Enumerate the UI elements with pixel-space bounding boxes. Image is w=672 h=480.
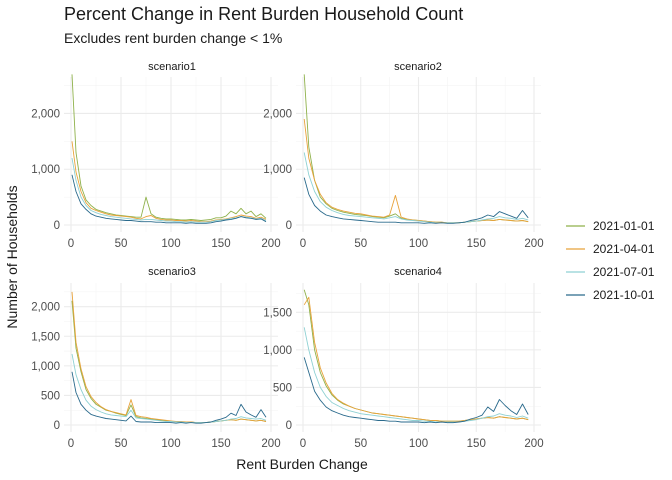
x-axis-title: Rent Burden Change — [236, 456, 368, 472]
series-line-2021-10-01 — [71, 371, 267, 424]
panel-scenario1: scenario1 0 50 100 150 200 0 1,000 2,000 — [31, 61, 280, 250]
series-line-2021-04-01 — [71, 291, 267, 424]
x-tick-label: 150 — [211, 238, 230, 250]
y-tick-label: 1,000 — [263, 345, 292, 357]
legend-item: 2021-01-01 — [566, 219, 655, 233]
legend-label: 2021-10-01 — [593, 288, 655, 302]
x-tick-label: 200 — [524, 238, 543, 250]
series-line-2021-01-01 — [303, 289, 529, 422]
x-tick-label: 150 — [467, 238, 486, 250]
series-line-2021-10-01 — [303, 177, 529, 224]
strip-label: scenario3 — [148, 266, 196, 278]
legend-label: 2021-07-01 — [593, 265, 655, 279]
y-tick-label: 1,000 — [263, 164, 292, 176]
series-line-2021-04-01 — [71, 141, 267, 223]
chart-subtitle: Excludes rent burden change < 1% — [64, 30, 282, 46]
x-tick-label: 150 — [467, 438, 486, 450]
x-tick-label: 100 — [409, 438, 428, 450]
panel-scenario4: scenario4 0 50 100 150 200 0 500 1,000 1,500 — [263, 266, 543, 450]
legend-label: 2021-01-01 — [593, 219, 655, 233]
series-line-2021-01-01 — [303, 74, 529, 224]
series-line-2021-10-01 — [303, 357, 529, 424]
x-tick-label: 0 — [68, 238, 74, 250]
x-tick-label: 50 — [354, 438, 367, 450]
x-tick-label: 200 — [524, 438, 543, 450]
panel-scenario2: scenario2 0 50 100 150 200 0 1,000 2,000 — [263, 61, 543, 250]
y-axis-title: Number of Households — [4, 185, 20, 328]
strip-label: scenario1 — [148, 61, 196, 73]
y-tick-label: 0 — [286, 420, 292, 432]
x-tick-label: 200 — [261, 438, 280, 450]
y-tick-label: 2,000 — [31, 302, 60, 314]
x-tick-label: 0 — [300, 438, 306, 450]
legend-label: 2021-04-01 — [593, 242, 655, 256]
y-tick-label: 2,000 — [31, 108, 60, 120]
legend: 2021-01-01 2021-04-01 2021-07-01 2021-10-01 — [566, 219, 655, 302]
series-line-2021-10-01 — [71, 174, 267, 224]
y-tick-label: 0 — [54, 220, 60, 232]
legend-item: 2021-10-01 — [566, 288, 655, 302]
strip-label: scenario4 — [394, 266, 442, 278]
x-tick-label: 50 — [115, 238, 128, 250]
series-line-2021-01-01 — [71, 300, 267, 424]
x-tick-label: 0 — [300, 238, 306, 250]
y-tick-label: 1,000 — [31, 361, 60, 373]
x-tick-label: 100 — [409, 238, 428, 250]
series-line-2021-01-01 — [71, 74, 267, 221]
y-tick-label: 0 — [54, 420, 60, 432]
series-line-2021-07-01 — [303, 152, 529, 224]
y-tick-label: 1,500 — [263, 307, 292, 319]
legend-item: 2021-07-01 — [566, 265, 655, 279]
x-tick-label: 50 — [354, 238, 367, 250]
series-line-2021-07-01 — [71, 158, 267, 223]
x-tick-label: 50 — [115, 438, 128, 450]
series-line-2021-07-01 — [71, 353, 267, 424]
x-tick-label: 150 — [211, 438, 230, 450]
y-tick-label: 500 — [41, 390, 60, 402]
series-line-2021-04-01 — [303, 296, 529, 422]
y-tick-label: 0 — [286, 220, 292, 232]
y-tick-label: 500 — [273, 382, 292, 394]
legend-item: 2021-04-01 — [566, 242, 655, 256]
chart-title: Percent Change in Rent Burden Household … — [64, 4, 463, 24]
x-tick-label: 100 — [161, 238, 180, 250]
y-tick-label: 1,000 — [31, 164, 60, 176]
strip-label: scenario2 — [394, 61, 442, 73]
series-line-2021-07-01 — [303, 327, 529, 423]
x-tick-label: 0 — [68, 438, 74, 450]
panel-scenario3: scenario3 0 50 100 150 200 0 500 1,000 1,500 2,000 — [31, 266, 280, 450]
y-tick-label: 2,000 — [263, 108, 292, 120]
x-tick-label: 200 — [261, 238, 280, 250]
series-line-2021-04-01 — [303, 118, 529, 224]
y-tick-label: 1,500 — [31, 331, 60, 343]
x-tick-label: 100 — [161, 438, 180, 450]
